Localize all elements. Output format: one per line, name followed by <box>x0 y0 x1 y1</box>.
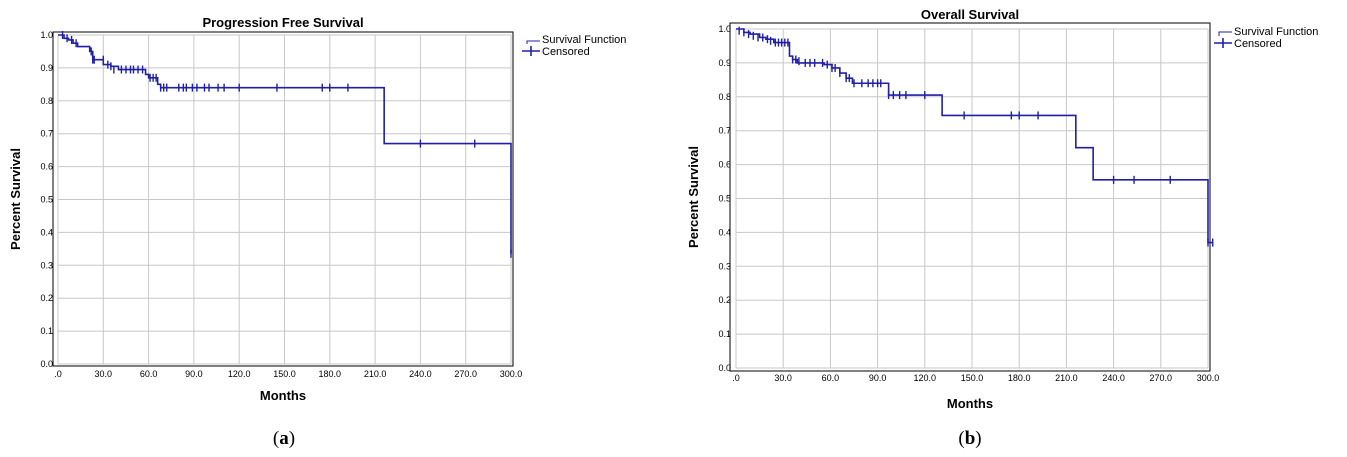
x-axis-label: Months <box>947 396 993 411</box>
x-tick-label: 60.0 <box>822 373 840 383</box>
y-tick-label: 1.0 <box>40 30 53 40</box>
x-tick-label: 240.0 <box>1102 373 1125 383</box>
survival-function-line <box>736 28 1213 244</box>
x-tick-label: 120.0 <box>914 373 937 383</box>
legend-swatch-censored <box>522 46 540 56</box>
x-tick-label: 300.0 <box>1197 373 1220 383</box>
chart-title: Overall Survival <box>921 7 1019 22</box>
x-tick-label: 210.0 <box>1055 373 1078 383</box>
y-tick-label: 0.6 <box>718 160 731 170</box>
y-tick-label: 0.2 <box>40 293 53 303</box>
y-tick-label: 0.1 <box>40 326 53 336</box>
legend-swatch-survival-function <box>526 40 540 44</box>
x-tick-label: .0 <box>732 373 740 383</box>
x-tick-label: 30.0 <box>95 369 113 379</box>
x-tick-label: 60.0 <box>140 369 158 379</box>
y-tick-label: 0.9 <box>718 58 731 68</box>
y-axis-label: Percent Survival <box>686 146 701 248</box>
y-tick-label: 0.6 <box>40 162 53 172</box>
panel-caption: (b) <box>958 428 981 449</box>
x-tick-label: 210.0 <box>364 369 387 379</box>
y-tick-label: 0.4 <box>718 227 731 237</box>
x-tick-label: 180.0 <box>319 369 342 379</box>
x-tick-label: 90.0 <box>185 369 203 379</box>
x-axis-label: Months <box>260 388 306 403</box>
x-tick-label: 150.0 <box>961 373 984 383</box>
y-tick-label: 0.8 <box>40 96 53 106</box>
panel-caption: (a) <box>273 428 295 449</box>
x-tick-label: 120.0 <box>228 369 251 379</box>
legend-label-censored: Censored <box>1234 38 1282 50</box>
tick-labels: 0.0 0.1 0.2 0.3 0.4 0.5 0.6 0.7 0.8 0.9 1.0 .0 30.0 6… <box>718 24 1219 383</box>
legend-label-survival-function: Survival Function <box>542 34 626 46</box>
x-tick-label: 90.0 <box>869 373 887 383</box>
chart-title: Progression Free Survival <box>202 15 363 30</box>
y-axis-label: Percent Survival <box>8 148 23 250</box>
legend-label-censored: Censored <box>542 46 590 58</box>
x-tick-label: 300.0 <box>500 369 523 379</box>
y-tick-label: 0.7 <box>718 126 731 136</box>
y-tick-label: 0.1 <box>718 329 731 339</box>
y-tick-label: 0.8 <box>718 92 731 102</box>
y-tick-label: 1.0 <box>718 24 731 34</box>
y-tick-label: 0.0 <box>718 363 731 373</box>
data-layer <box>736 26 1214 247</box>
y-tick-label: 0.3 <box>718 261 731 271</box>
x-tick-label: 270.0 <box>1150 373 1173 383</box>
plot-frame <box>729 22 1211 372</box>
legend-swatch-censored <box>1214 38 1232 48</box>
x-tick-label: 150.0 <box>273 369 296 379</box>
data-layer <box>58 31 512 258</box>
x-tick-label: .0 <box>54 369 62 379</box>
legend: Survival Function Censored <box>522 34 626 58</box>
legend-swatch-survival-function <box>1218 31 1232 36</box>
x-tick-label: 240.0 <box>409 369 432 379</box>
chart-panel-b: Overall Survival Months Percent Survival… <box>686 7 1318 449</box>
y-tick-label: 0.5 <box>718 194 731 204</box>
x-tick-label: 30.0 <box>774 373 792 383</box>
x-tick-label: 180.0 <box>1008 373 1031 383</box>
y-tick-label: 0.0 <box>40 359 53 369</box>
y-tick-label: 0.9 <box>40 63 53 73</box>
y-tick-label: 0.4 <box>40 227 53 237</box>
y-tick-label: 0.3 <box>40 260 53 270</box>
y-tick-label: 0.5 <box>40 195 53 205</box>
legend-label-survival-function: Survival Function <box>1234 26 1318 38</box>
y-tick-label: 0.7 <box>40 129 53 139</box>
legend: Survival Function Censored <box>1214 26 1318 50</box>
x-tick-label: 270.0 <box>454 369 477 379</box>
tick-labels: 0.0 0.1 0.2 0.3 0.4 0.5 0.6 0.7 0.8 0.9 1.0 .0 30.0 6… <box>40 30 522 379</box>
chart-panel-a: Progression Free Survival Months Percent… <box>8 15 626 449</box>
y-tick-label: 0.2 <box>718 295 731 305</box>
